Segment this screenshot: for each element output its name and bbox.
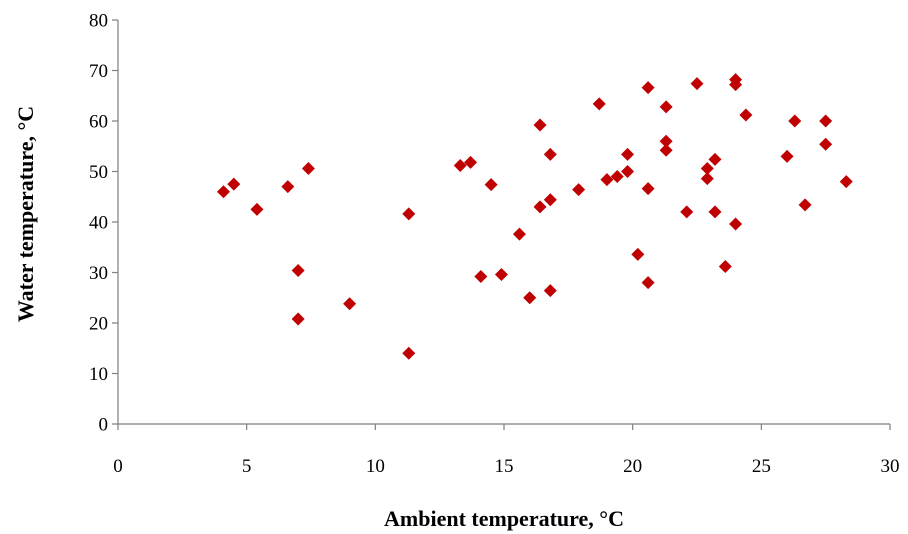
x-tick-label: 30 (881, 456, 900, 477)
data-point (533, 200, 547, 214)
x-tick-label: 10 (366, 456, 385, 477)
data-point (641, 182, 655, 196)
data-point (631, 247, 645, 261)
data-point (718, 259, 732, 273)
y-tick-label: 70 (89, 61, 108, 82)
data-point (819, 114, 833, 128)
data-point (523, 291, 537, 305)
data-point (291, 312, 305, 326)
y-tick-label: 0 (99, 415, 109, 436)
data-point (402, 207, 416, 221)
y-tick-label: 30 (89, 263, 108, 284)
y-tick-label: 40 (89, 213, 108, 234)
data-point (729, 78, 743, 92)
data-point (641, 276, 655, 290)
data-point (474, 270, 488, 284)
data-point (494, 268, 508, 282)
data-point (680, 205, 694, 219)
data-point (217, 185, 231, 199)
data-point (788, 114, 802, 128)
data-point (729, 217, 743, 231)
data-point (708, 152, 722, 166)
x-axis-title: Ambient temperature, °C (384, 506, 624, 531)
data-point (291, 263, 305, 277)
x-tick-label: 15 (495, 456, 514, 477)
data-point (700, 172, 714, 186)
data-point (780, 149, 794, 163)
data-point (250, 202, 264, 216)
data-point (543, 284, 557, 298)
data-point (600, 173, 614, 187)
data-point (464, 155, 478, 169)
x-tick-label: 20 (623, 456, 642, 477)
y-tick-label: 10 (89, 364, 108, 385)
data-point (700, 161, 714, 175)
data-point (819, 137, 833, 151)
y-tick-label: 60 (89, 112, 108, 133)
y-tick-label: 50 (89, 162, 108, 183)
x-tick-label: 5 (242, 456, 252, 477)
y-axis-title: Water temperature, °C (13, 106, 38, 322)
data-points (217, 73, 853, 360)
data-point (641, 81, 655, 95)
data-point (512, 227, 526, 241)
data-point (301, 161, 315, 175)
data-point (484, 178, 498, 192)
x-tick-label: 25 (752, 456, 771, 477)
data-point (281, 180, 295, 194)
data-point (592, 97, 606, 111)
data-point (543, 147, 557, 161)
y-tick-label: 20 (89, 314, 108, 335)
data-point (610, 170, 624, 184)
y-axis-ticks: 0 10 20 30 40 50 60 70 80 (89, 11, 118, 436)
data-point (533, 118, 547, 132)
data-point (572, 183, 586, 197)
data-point (543, 193, 557, 207)
data-point (708, 205, 722, 219)
data-point (402, 346, 416, 360)
data-point (453, 158, 467, 172)
data-point (690, 77, 704, 91)
data-point (621, 165, 635, 178)
data-point (659, 100, 673, 114)
data-point (621, 147, 635, 161)
data-point (659, 143, 673, 157)
data-point (839, 175, 853, 189)
data-point (343, 297, 357, 311)
x-axis-ticks: 0 5 10 15 20 25 30 (113, 424, 900, 477)
data-point (659, 134, 673, 148)
data-point (739, 108, 753, 122)
data-point (798, 198, 812, 212)
x-tick-label: 0 (113, 456, 123, 477)
y-tick-label: 80 (89, 11, 108, 32)
data-point (227, 177, 241, 191)
